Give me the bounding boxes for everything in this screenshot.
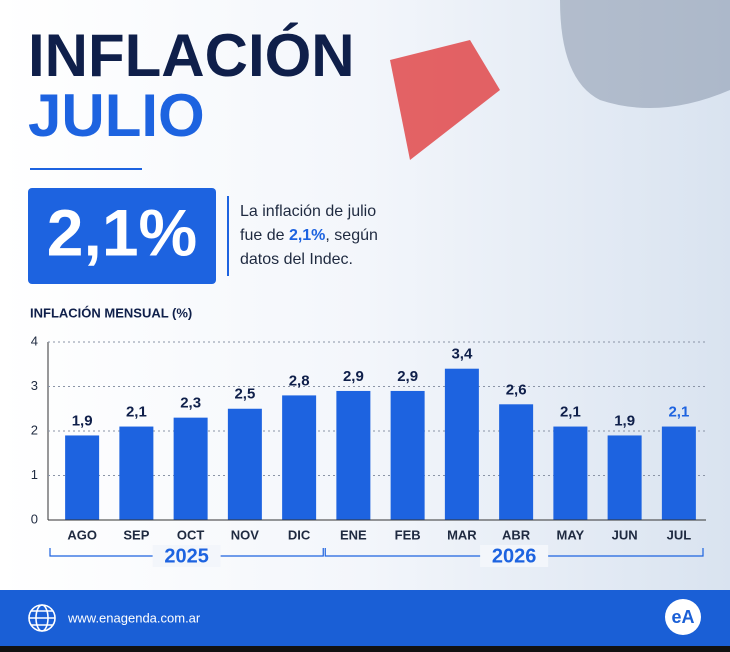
year-label-bg (152, 545, 221, 567)
x-tick-label: FEB (395, 527, 421, 542)
year-label: 2025 (164, 545, 209, 567)
bar (607, 435, 642, 520)
value-label: 2,5 (234, 386, 255, 403)
description: La inflación de julio (240, 203, 376, 220)
x-tick-label: MAR (447, 527, 477, 542)
website: www.enagenda.com.ar (67, 610, 201, 625)
value-label: 2,1 (668, 404, 689, 421)
x-tick-label: JUN (612, 527, 638, 542)
bar (553, 426, 588, 520)
title: INFLACIÓN (28, 22, 355, 89)
y-tick-label: 2 (31, 422, 38, 437)
y-tick-label: 3 (31, 378, 38, 393)
value-label: 2,1 (126, 404, 147, 421)
value-label: 2,8 (289, 372, 310, 389)
chart: 0 1 2 3 4 AGO 1,9 SEP 2,1 OCT 2,3 NOV 2,5 DIC 2,8 ENE 2,… (31, 333, 706, 567)
bar (65, 435, 100, 520)
description-highlight: 2,1% (289, 227, 325, 244)
headline-box (28, 188, 216, 284)
year-label: 2026 (492, 545, 537, 567)
bar (444, 368, 479, 520)
bar (336, 390, 371, 520)
logo-circle (665, 599, 701, 635)
description: datos del Indec. (240, 251, 353, 268)
chart-title: INFLACIÓN MENSUAL (%) (30, 305, 192, 320)
x-tick-label: DIC (288, 527, 311, 542)
x-tick-label: ENE (340, 527, 367, 542)
y-tick-label: 1 (31, 467, 38, 482)
bar (499, 404, 534, 520)
x-tick-label: MAY (557, 527, 585, 542)
bar (119, 426, 154, 520)
year-label-bg (480, 545, 549, 567)
bottom-strip (0, 646, 730, 652)
bar (173, 417, 208, 520)
value-label: 2,3 (180, 395, 201, 412)
description-part: , según (325, 227, 377, 244)
headline: 2,1% (47, 195, 197, 269)
hand-decoration (560, 0, 730, 108)
x-tick-label: OCT (177, 527, 205, 542)
y-tick-label: 0 (31, 511, 38, 526)
logo: eA (671, 607, 694, 627)
value-label: 3,4 (451, 346, 473, 363)
footer-band (0, 590, 730, 646)
value-label: 1,9 (614, 412, 635, 429)
bar (390, 390, 425, 520)
value-label: 2,1 (560, 404, 581, 421)
description-part: fue de (240, 227, 289, 244)
subtitle: JULIO (28, 82, 205, 149)
x-tick-label: NOV (231, 527, 260, 542)
description: fue de 2,1%, según (240, 227, 378, 244)
value-label: 2,6 (506, 381, 527, 398)
x-tick-label: ABR (502, 527, 531, 542)
value-label: 2,9 (397, 368, 418, 385)
value-label: 2,9 (343, 368, 364, 385)
cart-handle-decoration (390, 40, 500, 160)
bar (282, 395, 317, 520)
bar (661, 426, 696, 520)
x-tick-label: SEP (123, 527, 149, 542)
bar (227, 408, 262, 520)
y-tick-label: 4 (31, 333, 38, 348)
x-tick-label: JUL (667, 527, 692, 542)
x-tick-label: AGO (67, 527, 97, 542)
globe-icon (28, 604, 56, 632)
value-label: 1,9 (72, 412, 93, 429)
